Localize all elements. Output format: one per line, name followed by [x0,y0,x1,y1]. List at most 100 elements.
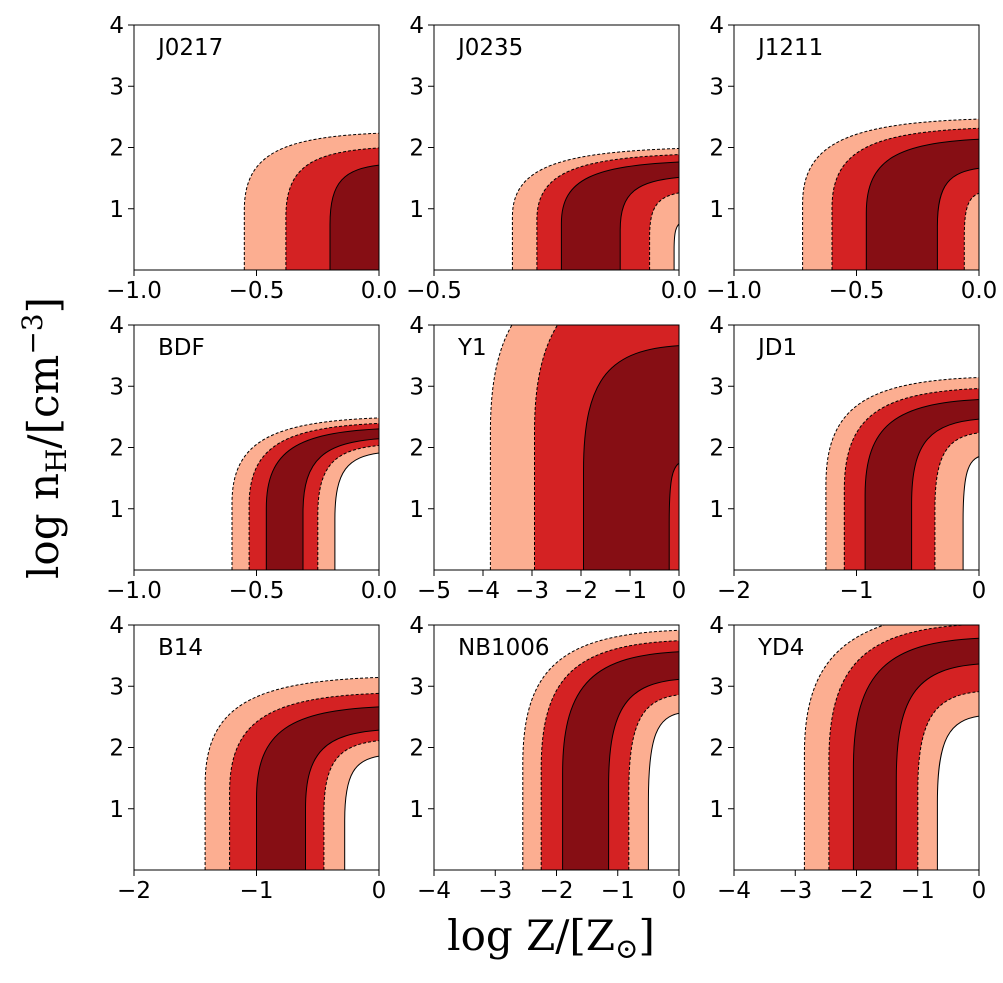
contour-band-white [962,456,979,570]
x-tick-label: −1 [601,878,635,904]
y-tick-label: 4 [709,613,724,639]
panel-label: J0217 [156,35,223,61]
contour-band-inner [583,345,679,570]
contour-bands [511,147,679,270]
y-tick-label: 1 [709,497,724,523]
y-tick-label: 3 [109,674,124,700]
y-tick-label: 3 [709,374,724,400]
x-axis-title-sub: ⊙ [615,932,638,965]
panel-j0217: 1 2 3 4 −1.0 −0.5 0.0 J0217 [106,13,397,304]
x-tick-label: −2 [540,878,574,904]
panel-label: YD4 [757,635,804,661]
contour-band-outer [963,192,979,270]
contour-bands [522,629,679,870]
x-tick-label: −3 [478,878,512,904]
panel-label: BDF [158,335,205,361]
y-axis-title: log nH/[cm−3] [16,297,73,579]
panel-jd1: 1 2 3 4 −2 −1 0 JD1 [709,313,986,604]
x-tick-label: −1.0 [106,578,162,604]
panel-label: NB1006 [458,635,550,661]
x-tick-label: −4 [417,878,451,904]
x-tick-label: 0.0 [361,578,398,604]
panel-j1211: 1 2 3 4 −1.0 −0.5 0.0 J1211 [706,13,997,304]
y-axis-title-sup: −3 [16,313,49,354]
panel-label: J0235 [456,35,523,61]
contour-band-white [673,223,679,270]
contour-band-inner [329,164,379,270]
x-tick-label: 0 [672,578,687,604]
y-tick-label: 1 [109,797,124,823]
contour-bands [489,325,679,570]
y-tick-label: 4 [409,613,424,639]
panel-bdf: 1 2 3 4 −1.0 −0.5 0.0 BDF [106,313,397,604]
panel-container: 1 2 3 4 −1.0 −0.5 0.0 J0217 1 2 3 4 −0.5 0.0 J0235 1 2 3 4… [106,13,997,904]
y-tick-label: 3 [409,674,424,700]
y-axis-title-unit: /[cm [19,355,68,449]
y-tick-label: 2 [109,436,124,462]
y-axis-title-sub: H [40,449,73,473]
contour-bands [825,376,979,570]
panel-label: J1211 [756,35,823,61]
y-axis-title-main: log n [19,473,68,579]
y-tick-label: 1 [409,797,424,823]
x-tick-label: −1 [901,878,935,904]
x-tick-label: −3 [778,878,812,904]
panel-b14: 1 2 3 4 −2 −1 0 B14 [109,613,386,904]
x-tick-label: −1.0 [106,278,162,304]
panel-label: B14 [158,635,203,661]
y-tick-label: 2 [109,136,124,162]
y-tick-label: 2 [709,136,724,162]
contour-band-white [647,712,679,870]
x-tick-label: 0 [972,878,987,904]
contour-bands [231,417,379,570]
x-tick-label: −2 [717,578,751,604]
x-tick-label: 0.0 [661,278,698,304]
y-tick-label: 2 [409,436,424,462]
panel-nb1006: 1 2 3 4 −4 −3 −2 −1 0 NB1006 [409,613,686,904]
x-axis-title-close: ] [638,911,654,960]
contour-bands [802,118,979,270]
x-tick-label: −4 [717,878,751,904]
y-tick-label: 1 [409,497,424,523]
y-tick-label: 4 [409,13,424,39]
contour-band-white [936,715,979,870]
x-tick-label: −2 [840,878,874,904]
y-tick-label: 3 [109,74,124,100]
contour-band-outer [649,192,679,270]
contour-band-white [334,452,379,570]
y-tick-label: 1 [409,197,424,223]
x-tick-label: 0.0 [961,278,998,304]
x-tick-label: 0 [972,578,987,604]
y-tick-label: 3 [409,74,424,100]
panel-yd4: 1 2 3 4 −4 −3 −2 −1 0 YD4 [709,613,987,904]
x-tick-label: −0.5 [829,278,885,304]
contour-band-white [344,755,379,870]
x-tick-label: −1.0 [706,278,762,304]
panel-label: JD1 [756,335,797,361]
y-axis-title-close: ] [19,297,68,313]
contour-bands [243,132,379,270]
contour-band-middle [668,462,679,570]
x-axis-title: log Z/[Z⊙] [447,911,655,965]
y-tick-label: 2 [709,736,724,762]
y-tick-label: 4 [109,613,124,639]
panel-y1: 1 2 3 4 −5 −4 −3 −2 −1 0 Y1 [409,313,687,604]
x-tick-label: 0.0 [361,278,398,304]
y-tick-label: 2 [709,436,724,462]
x-tick-label: −0.5 [229,578,285,604]
contour-bands [204,676,379,870]
y-tick-label: 3 [409,374,424,400]
x-tick-label: −3 [515,578,549,604]
x-tick-label: −5 [417,578,451,604]
x-tick-label: −1 [840,578,874,604]
x-tick-label: −0.5 [406,278,462,304]
x-tick-label: 0 [372,878,387,904]
y-tick-label: 1 [109,197,124,223]
y-tick-label: 3 [109,374,124,400]
y-tick-label: 1 [709,197,724,223]
y-tick-label: 4 [409,313,424,339]
y-tick-label: 2 [409,736,424,762]
svg-text:log nH/[cm−3]: log nH/[cm−3] [16,297,73,579]
contour-bands [803,625,979,870]
